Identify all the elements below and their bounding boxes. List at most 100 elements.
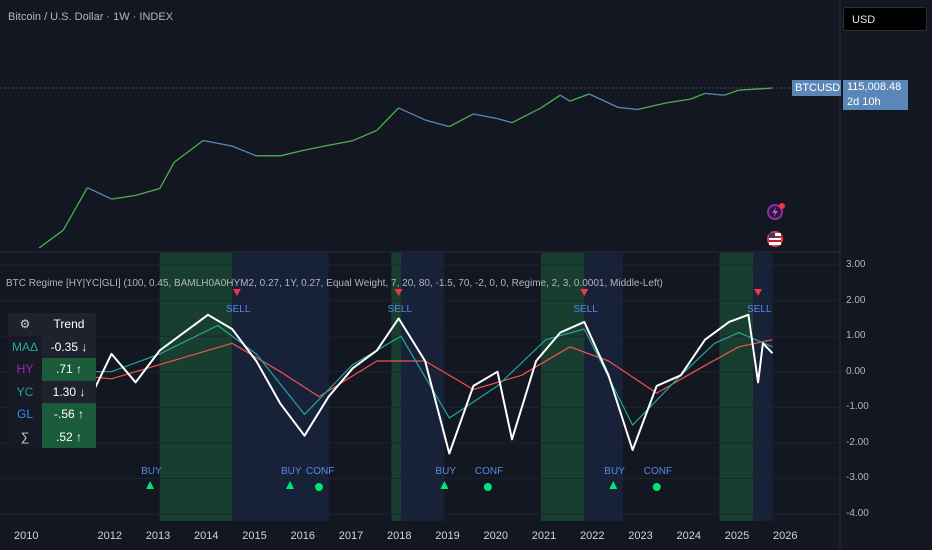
buy-label: BUY	[281, 466, 302, 477]
x-axis-tick: 2015	[242, 530, 267, 542]
x-axis-tick: 2014	[194, 530, 219, 542]
price-segment	[738, 88, 763, 91]
trend-row: MAΔ -0.35 ↓	[8, 335, 96, 358]
price-segment	[231, 145, 257, 157]
price-segment	[87, 187, 112, 200]
x-axis-tick: 2022	[580, 530, 605, 542]
x-axis-tick: 2019	[435, 530, 460, 542]
trend-row-name: MAΔ	[11, 339, 38, 354]
price-segment	[473, 113, 498, 120]
regime-zone	[584, 253, 623, 521]
price-segment	[588, 93, 619, 108]
price-tag-value: 115,008.48 2d 10h	[843, 80, 908, 110]
price-segment	[497, 118, 513, 124]
price-segment	[762, 87, 773, 90]
conf-label: CONF	[474, 466, 504, 477]
sell-marker	[232, 289, 241, 296]
price-segment	[540, 94, 561, 109]
slow-ma-line	[39, 339, 773, 398]
y-axis-tick: 0.00	[846, 365, 866, 377]
buy-label: BUY	[435, 466, 456, 477]
settings-gear-icon[interactable]: ⚙	[19, 317, 31, 331]
price-segment	[352, 129, 378, 142]
trend-row: GL -.56 ↑	[8, 403, 96, 426]
x-axis-tick: 2024	[676, 530, 701, 542]
price-segment	[111, 194, 136, 200]
buy-marker	[440, 481, 449, 489]
price-segment	[511, 107, 542, 124]
conf-marker	[314, 483, 323, 491]
buy-label: BUY	[141, 466, 162, 477]
regime-zone	[401, 253, 445, 521]
buy-marker	[609, 481, 618, 489]
sell-marker	[754, 289, 763, 296]
x-axis-tick: 2013	[145, 530, 171, 542]
chart-title: Bitcoin / U.S. Dollar · 1W · INDEX	[8, 11, 174, 23]
sell-marker	[580, 289, 589, 296]
trend-row-name: HY	[16, 362, 34, 376]
price-segment	[376, 107, 400, 131]
us-flag-icon[interactable]	[767, 231, 783, 247]
trend-row: YC 1.30 ↓	[8, 380, 96, 403]
trend-row-value: .52 ↑	[42, 425, 96, 448]
y-axis-tick: 2.00	[846, 294, 866, 306]
signal-markers	[146, 289, 763, 491]
price-segment	[666, 98, 691, 104]
trend-row: ∑ .52 ↑	[8, 425, 96, 448]
price-segment	[569, 93, 590, 102]
price-segment	[328, 140, 353, 146]
regime-zone	[753, 253, 773, 521]
y-axis-tick: -1.00	[846, 401, 869, 413]
fast-ma-line	[39, 324, 773, 426]
price-tag-countdown: 2d 10h	[847, 96, 881, 108]
price-segment	[448, 113, 474, 128]
y-axis-tick: 1.00	[846, 330, 866, 342]
price-segment	[559, 94, 571, 102]
price-segment	[203, 139, 233, 147]
sell-label: SELL	[573, 304, 598, 315]
trend-table: ⚙ Trend MAΔ -0.35 ↓ HY .71 ↑ YC 1.30 ↓ GL -.56 …	[8, 313, 96, 448]
x-axis-tick: 2021	[531, 530, 557, 542]
buy-marker	[146, 481, 155, 489]
currency-select[interactable]: USD	[843, 7, 927, 31]
x-axis-tick: 2020	[483, 530, 508, 542]
grid	[0, 264, 840, 515]
indicator-label[interactable]: BTC Regime [HY|YC|GLI] (100, 0.45, BAMLH…	[6, 278, 663, 289]
trend-row-value: -.56 ↑	[42, 403, 96, 426]
regime-zone	[159, 253, 194, 521]
sell-marker	[394, 289, 403, 296]
x-axis-tick: 2010	[14, 530, 39, 542]
price-segment	[280, 149, 305, 157]
price-segment	[159, 161, 175, 189]
price-segment	[724, 89, 739, 96]
regime-lines	[39, 313, 774, 455]
trend-row-name: YC	[16, 384, 34, 399]
price-segment	[618, 106, 638, 111]
trend-table-header: ⚙ Trend	[8, 313, 96, 336]
conf-marker	[483, 483, 492, 491]
trend-row-value: -0.35 ↓	[42, 335, 96, 358]
notification-dot-icon	[779, 203, 785, 209]
x-axis-tick: 2026	[773, 530, 798, 542]
x-axis-tick: 2012	[97, 530, 122, 542]
price-segment	[38, 229, 64, 249]
trend-row-name: GL	[16, 407, 33, 421]
sell-label: SELL	[225, 304, 251, 315]
regime-zones	[159, 253, 773, 521]
regime-zone	[232, 253, 271, 521]
price-segment	[173, 139, 204, 163]
x-axis-tick: 2016	[290, 530, 315, 542]
x-axis-tick: 2017	[338, 530, 364, 542]
regime-zone	[270, 253, 329, 521]
regime-zone	[193, 253, 233, 521]
price-tag-price: 115,008.48	[847, 81, 902, 93]
trend-row-name: ∑	[20, 429, 30, 444]
price-segment	[304, 144, 329, 151]
price-segment	[135, 187, 160, 196]
y-axis-tick: 3.00	[846, 259, 866, 270]
y-axis-tick: -4.00	[846, 508, 869, 519]
conf-marker	[652, 483, 661, 491]
regime-zone	[540, 253, 585, 521]
x-axis-tick: 2025	[724, 530, 750, 542]
